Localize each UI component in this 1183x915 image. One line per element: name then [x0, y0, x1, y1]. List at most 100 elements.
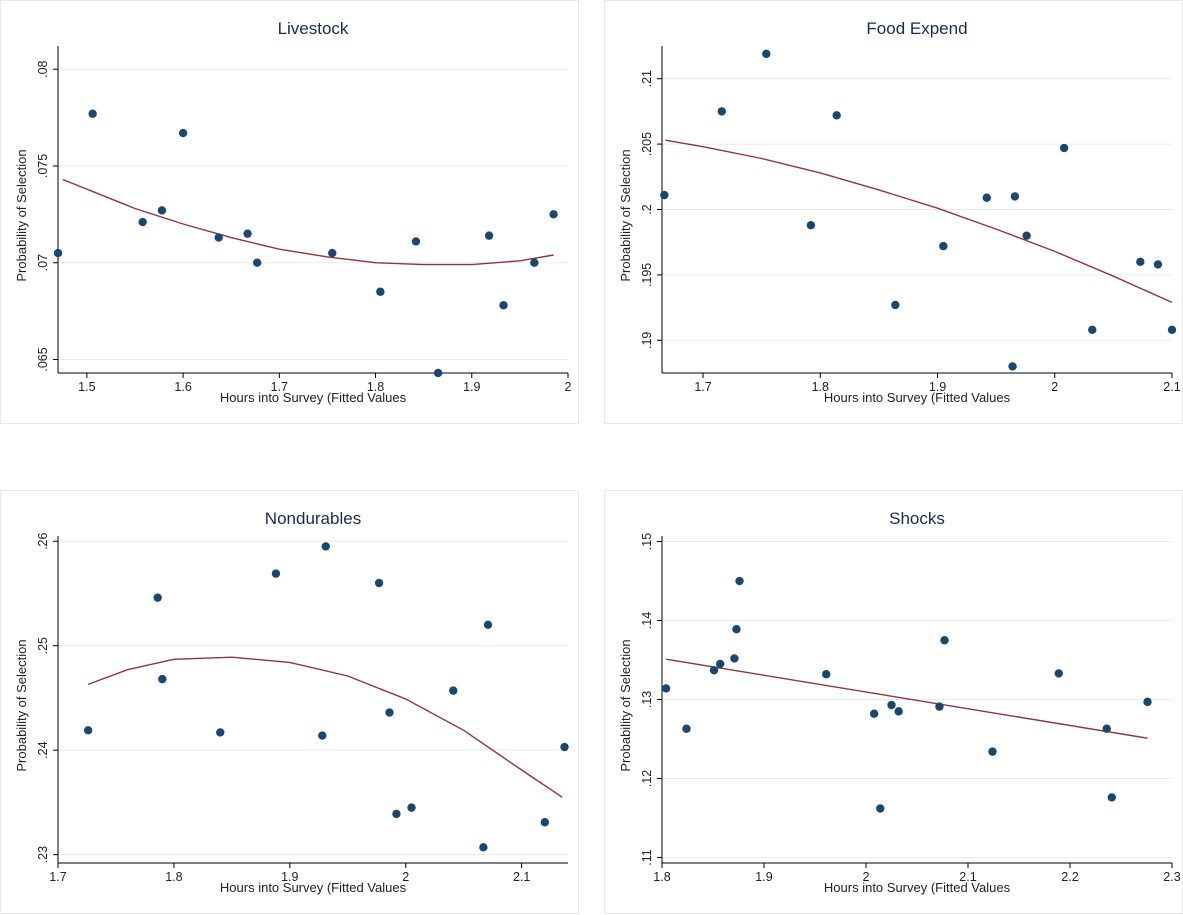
x-tick-label: 1.8 — [653, 870, 670, 884]
x-tick-label: 1.8 — [165, 870, 182, 884]
nondurables-chart-svg: Nondurables .23 .24 .25 .26 1.7 1.8 1.9 2 2.1 Hour… — [14, 509, 569, 895]
x-tick-label: 2 — [402, 870, 409, 884]
x-tick-label: 1.8 — [812, 380, 829, 394]
x-tick-label: 2.1 — [513, 870, 530, 884]
data-point — [717, 107, 726, 116]
data-point — [153, 593, 162, 602]
data-point — [88, 109, 97, 118]
y-tick-label: .24 — [36, 741, 50, 758]
data-point — [53, 248, 63, 258]
x-tick-label: 2.2 — [1061, 870, 1078, 884]
x-tick-label: 2 — [565, 380, 572, 394]
data-point — [806, 220, 816, 230]
data-point — [328, 248, 337, 258]
data-point — [376, 287, 385, 296]
data-point — [560, 742, 569, 752]
y-tick-label: .21 — [640, 70, 654, 87]
x-tick-label: 2.1 — [1163, 380, 1180, 394]
food-expend-chart: Food Expend .19 .195 .2 .205 .21 1.7 1.8 1.9 2 2.1… — [604, 0, 1183, 424]
data-point — [822, 670, 831, 679]
data-point — [891, 300, 900, 310]
data-point — [158, 674, 167, 684]
data-point — [709, 666, 719, 675]
data-point — [894, 707, 903, 716]
data-point — [83, 726, 93, 735]
x-tick-label: 1.6 — [174, 380, 191, 394]
nondurables-chart: Nondurables .23 .24 .25 .26 1.7 1.8 1.9 2 2.1 Hour… — [0, 490, 579, 914]
data-point — [939, 241, 948, 251]
data-point — [762, 49, 771, 59]
data-point — [540, 818, 550, 827]
chart-title: Food Expend — [866, 19, 967, 38]
data-point — [1102, 724, 1111, 733]
food-expend-chart-svg: Food Expend .19 .195 .2 .205 .21 1.7 1.8 1.9 2 2.1… — [618, 19, 1181, 405]
data-point — [138, 217, 147, 227]
x-axis-label: Hours into Survey (Fitted Values — [824, 880, 1011, 895]
chart-title: Livestock — [278, 19, 349, 38]
data-point — [214, 233, 223, 242]
data-point — [935, 702, 944, 711]
data-point — [988, 747, 997, 756]
data-point — [407, 803, 416, 812]
data-point — [730, 654, 739, 663]
x-tick-label: 2.1 — [959, 870, 976, 884]
data-point — [876, 804, 885, 813]
data-point — [483, 620, 493, 630]
data-point — [1088, 325, 1097, 335]
x-tick-label: 1.7 — [271, 380, 288, 394]
y-tick-label: .075 — [36, 154, 50, 178]
data-point — [385, 708, 394, 717]
data-point — [392, 809, 401, 819]
x-tick-label: 2 — [1051, 380, 1058, 394]
x-tick-label: 2 — [863, 870, 870, 884]
x-tick-label: 2.3 — [1163, 870, 1180, 884]
y-tick-label: .11 — [640, 849, 654, 865]
y-tick-label: .15 — [640, 533, 654, 550]
y-tick-label: .13 — [640, 691, 654, 708]
data-point — [1107, 793, 1117, 802]
x-axis-label: Hours into Survey (Fitted Values — [824, 390, 1011, 405]
data-point — [411, 237, 421, 246]
y-tick-label: .205 — [640, 132, 654, 156]
data-point — [682, 724, 691, 733]
data-point — [1059, 143, 1069, 153]
x-tick-label: 1.9 — [929, 380, 946, 394]
data-point — [549, 210, 558, 219]
x-tick-label: 1.9 — [463, 380, 480, 394]
y-tick-label: .2 — [640, 204, 654, 214]
livestock-chart: Livestock .065 .07 .075 .08 1.5 1.6 1.7 1.8 1.9 2 H… — [0, 0, 579, 424]
fitted-line — [62, 178, 554, 266]
data-point — [1008, 362, 1017, 371]
livestock-chart-svg: Livestock .065 .07 .075 .08 1.5 1.6 1.7 1.8 1.9 2 H… — [14, 19, 572, 405]
data-point — [661, 684, 671, 693]
data-point — [832, 111, 841, 120]
data-point — [732, 625, 741, 634]
chart-title: Nondurables — [265, 509, 361, 528]
data-point — [1010, 192, 1020, 201]
data-point — [157, 206, 167, 215]
x-tick-label: 1.7 — [49, 870, 66, 884]
y-tick-label: .08 — [36, 60, 50, 77]
data-point — [940, 636, 949, 645]
data-point — [318, 731, 327, 740]
shocks-chart-svg: Shocks .11 .12 .13 .14 .15 1.8 1.9 2 2.1 2.2 2.3 Hou… — [618, 509, 1181, 895]
y-axis-label: Probability of Selection — [618, 639, 633, 771]
data-point — [982, 193, 991, 202]
data-point — [271, 569, 281, 578]
y-tick-label: .12 — [640, 770, 654, 787]
data-point — [216, 728, 225, 737]
y-tick-label: .23 — [36, 846, 50, 863]
data-point — [433, 368, 443, 378]
data-point — [499, 301, 508, 310]
data-point — [1143, 697, 1152, 707]
fitted-line — [665, 658, 1148, 739]
y-tick-label: .065 — [36, 347, 50, 371]
data-point — [479, 843, 488, 852]
data-point — [178, 128, 188, 138]
y-tick-label: .25 — [36, 637, 50, 654]
data-point — [1167, 325, 1177, 335]
data-point — [243, 229, 252, 238]
y-tick-label: .14 — [640, 612, 654, 629]
data-point — [735, 576, 744, 586]
data-point — [1022, 231, 1031, 240]
